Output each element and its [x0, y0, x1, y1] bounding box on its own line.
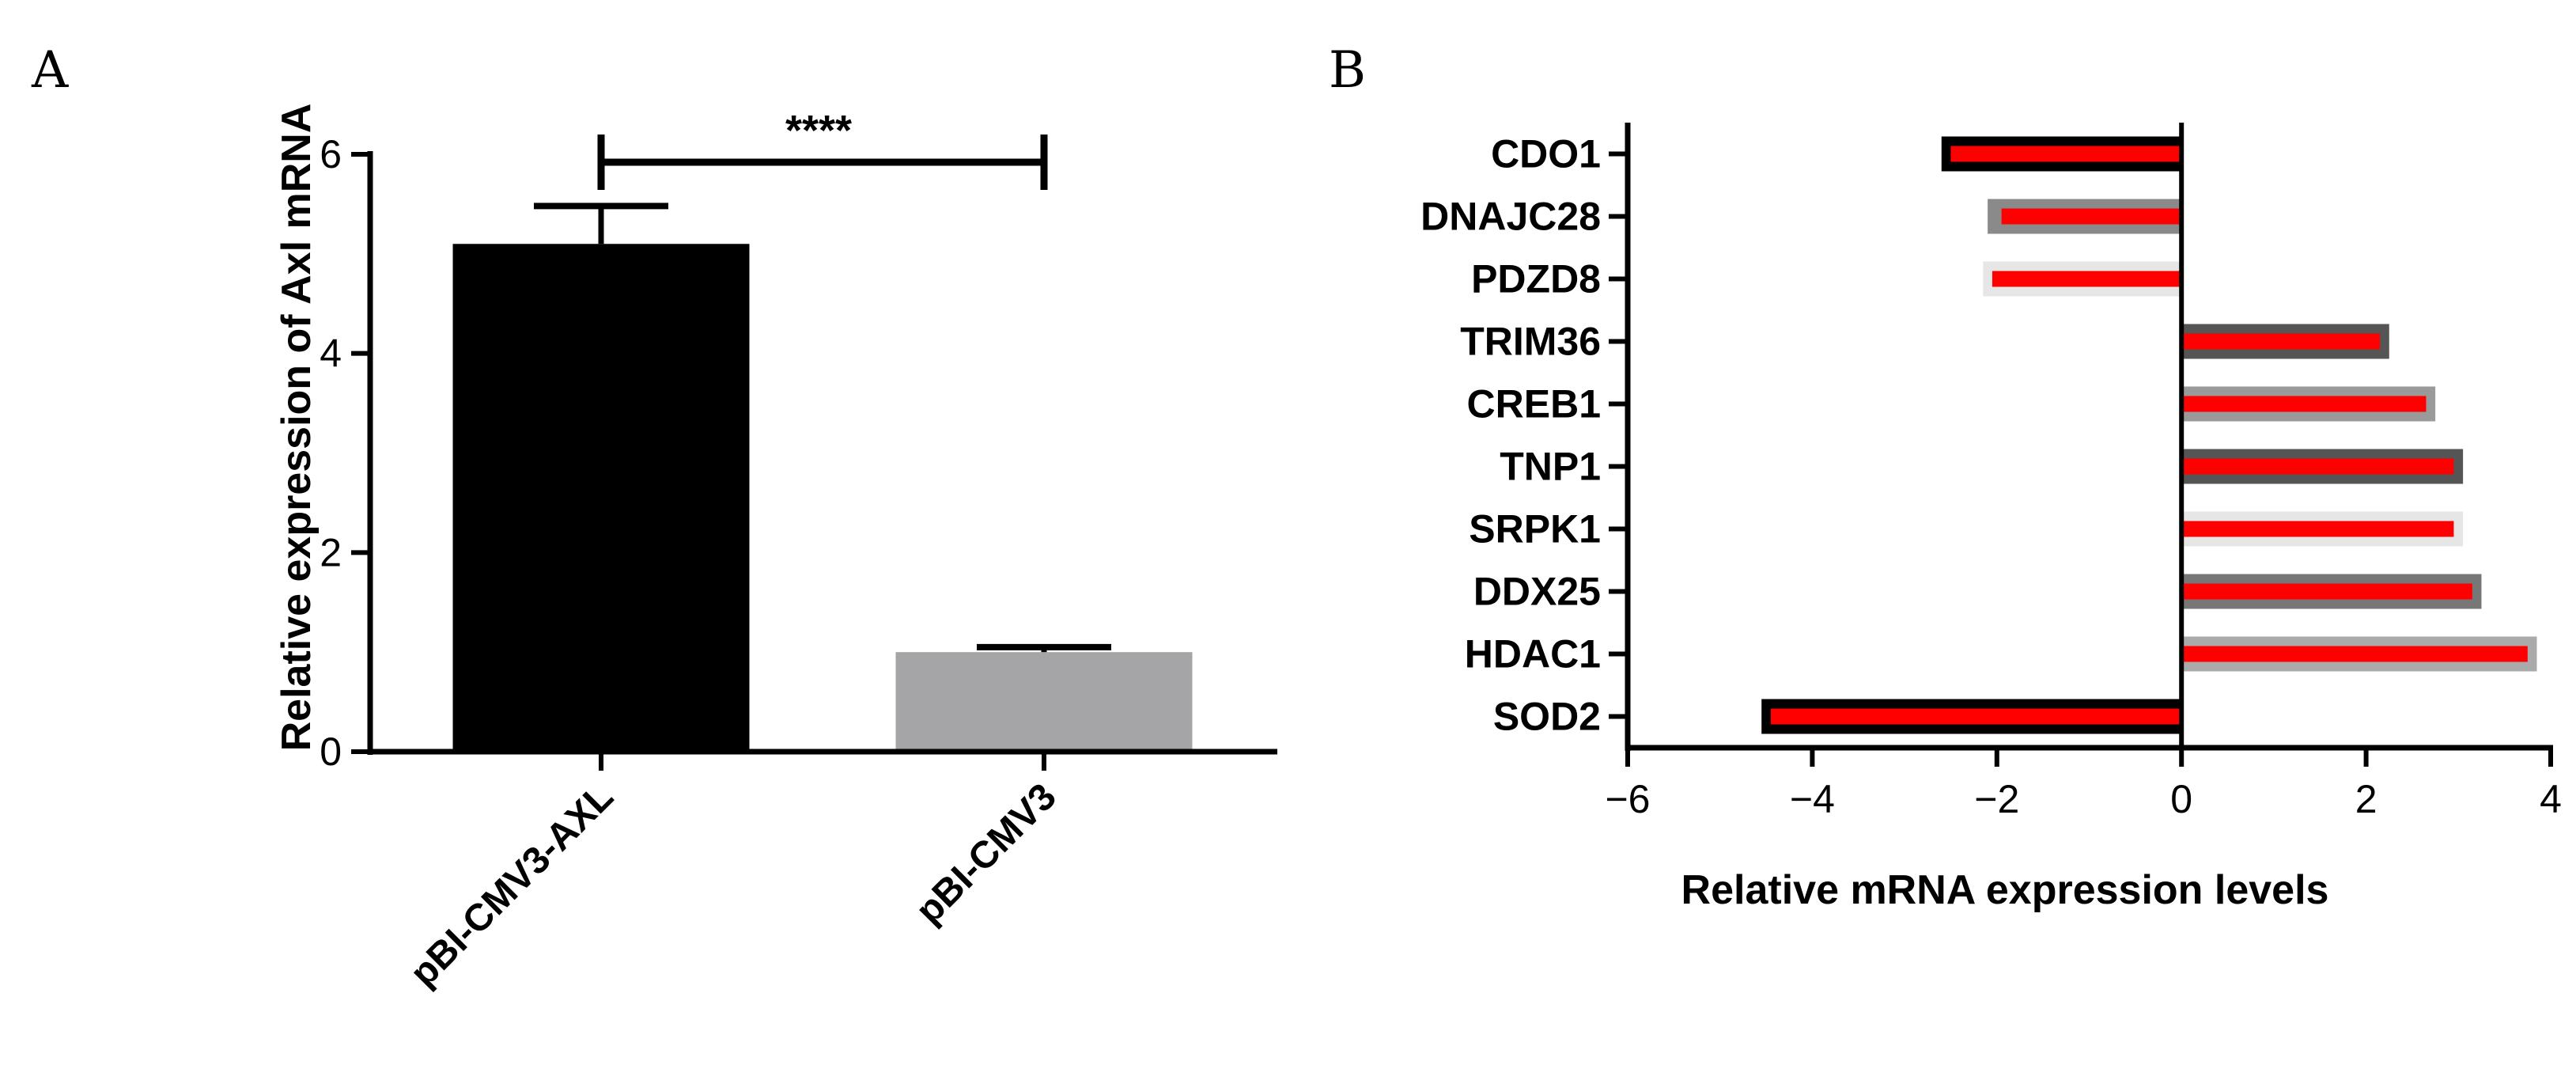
bar-inner-trim36: [2181, 333, 2381, 350]
panel-b-x-axis-title: Relative mRNA expression levels: [1681, 867, 2329, 913]
panel-b-x-tick-label: −4: [1790, 777, 1835, 821]
gene-label-creb1: CREB1: [1467, 382, 1601, 426]
bar-inner-srpk1: [2181, 521, 2454, 537]
panel-a-y-tick-label: 0: [320, 730, 342, 774]
category-label-pbi-cmv3-axl: pBI-CMV3-AXL: [403, 775, 622, 995]
panel-b-chart: Relative mRNA expression levels CDO1 DNAJ…: [1420, 123, 2562, 913]
panel-a-y-tick-label: 4: [320, 332, 342, 376]
panel-label-b: B: [1329, 41, 1366, 100]
bar-inner-hdac1: [2181, 646, 2528, 662]
panel-b-x-tick-label: −6: [1605, 777, 1650, 821]
panel-a-chart: Relative expression of Axl mRNA **** 0 2 4…: [274, 104, 1277, 995]
bar-pbi-cmv3-axl: [452, 244, 750, 752]
bar-pbi-cmv3: [895, 652, 1193, 752]
panel-label-a: A: [31, 41, 69, 100]
bar-inner-ddx25: [2181, 583, 2472, 600]
panel-a-y-axis-title: Relative expression of Axl mRNA: [274, 104, 320, 752]
gene-label-hdac1: HDAC1: [1465, 632, 1601, 677]
gene-label-trim36: TRIM36: [1460, 320, 1601, 364]
panel-b-x-tick-label: −2: [1974, 777, 2019, 821]
gene-label-srpk1: SRPK1: [1469, 507, 1601, 551]
bar-inner-creb1: [2181, 396, 2427, 412]
bar-inner-tnp1: [2181, 458, 2454, 475]
gene-label-sod2: SOD2: [1493, 695, 1601, 739]
gene-label-dnajc28: DNAJC28: [1420, 195, 1601, 239]
gene-label-tnp1: TNP1: [1500, 445, 1601, 489]
gene-label-pdzd8: PDZD8: [1471, 257, 1601, 301]
panel-a-y-tick-label: 6: [320, 132, 342, 176]
gene-label-cdo1: CDO1: [1491, 132, 1601, 176]
bar-inner-dnajc28: [2001, 208, 2182, 225]
category-label-pbi-cmv3: pBI-CMV3: [908, 775, 1065, 932]
panel-b-x-tick-label: 2: [2355, 777, 2377, 821]
gene-label-ddx25: DDX25: [1473, 570, 1601, 614]
panel-a-y-tick-label: 2: [320, 530, 342, 574]
panel-b-x-tick-label: 4: [2540, 777, 2562, 821]
panel-b-x-tick-label: 0: [2170, 777, 2192, 821]
bar-inner-pdzd8: [1992, 271, 2182, 287]
bar-inner-cdo1: [1950, 146, 2182, 162]
significance-label: ****: [785, 107, 852, 154]
bar-inner-sod2: [1770, 708, 2182, 725]
